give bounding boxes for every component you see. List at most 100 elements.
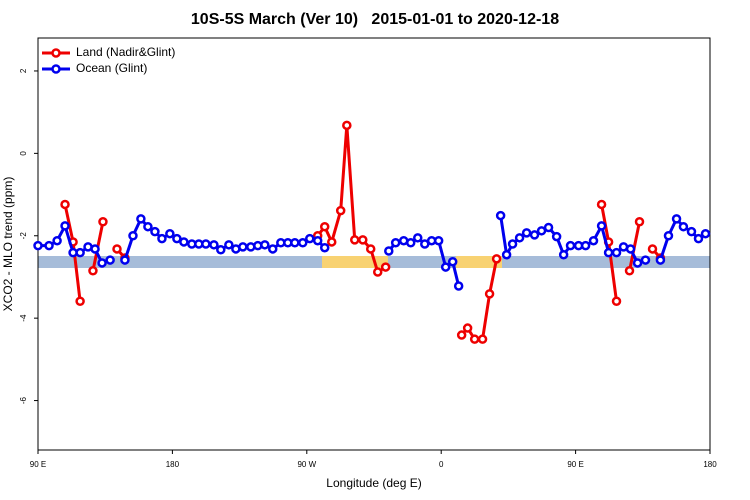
data-point (678, 221, 689, 232)
data-point (305, 233, 315, 244)
y-tick-label: -4 (19, 314, 28, 322)
data-point (462, 323, 473, 333)
data-point (349, 235, 360, 245)
data-point (529, 230, 540, 240)
x-tick-label: 180 (703, 460, 717, 469)
data-point (501, 249, 512, 260)
data-point (469, 334, 480, 344)
data-point (611, 247, 622, 258)
data-point (112, 244, 122, 254)
x-tick-label: 90 E (30, 460, 46, 469)
data-point (136, 214, 146, 224)
data-point (507, 239, 518, 249)
data-point (640, 255, 651, 265)
data-point (52, 235, 62, 246)
data-point (216, 245, 226, 255)
data-point (565, 240, 576, 251)
data-point (157, 233, 167, 244)
data-point (384, 246, 394, 256)
data-point (319, 242, 330, 253)
legend-label: Land (Nadir&Glint) (76, 45, 175, 59)
data-point (625, 244, 636, 254)
data-point (238, 242, 248, 252)
data-point (179, 237, 189, 247)
x-tick-label: 180 (166, 460, 180, 469)
y-tick-label: 2 (19, 68, 28, 73)
data-point (372, 267, 383, 277)
data-point (477, 334, 488, 344)
data-point (413, 233, 423, 243)
data-point (405, 238, 416, 248)
data-point (97, 258, 107, 268)
data-point (634, 217, 645, 227)
data-point (521, 228, 532, 238)
data-point (365, 244, 376, 254)
data-point (456, 330, 467, 340)
data-point (447, 256, 458, 267)
x-tick-label: 90 E (567, 460, 583, 469)
data-point (120, 255, 130, 265)
data-point (75, 247, 85, 258)
chart-title: 10S-5S March (Ver 10) 2015-01-01 to 2020… (191, 11, 559, 28)
y-tick-label: -2 (19, 232, 28, 240)
data-point (128, 231, 138, 241)
data-point (624, 266, 635, 276)
series-line (316, 125, 387, 275)
legend-marker (51, 64, 61, 74)
data-point (671, 214, 682, 224)
data-point (224, 240, 234, 250)
data-point (663, 231, 674, 241)
data-point (632, 258, 643, 268)
data-point (201, 239, 211, 249)
data-point (495, 210, 506, 221)
data-point (551, 231, 562, 242)
data-point (693, 233, 704, 244)
data-point (290, 238, 300, 248)
data-point (596, 221, 607, 231)
legend-marker (51, 48, 61, 58)
data-point (260, 240, 270, 250)
data-point (312, 235, 323, 246)
y-tick-label: 0 (19, 151, 28, 156)
data-point (88, 266, 98, 276)
x-tick-label: 0 (439, 460, 444, 469)
data-point (433, 235, 444, 246)
data-point (558, 249, 569, 260)
data-point (60, 221, 70, 231)
data-point (611, 296, 622, 307)
data-point (298, 238, 308, 248)
data-point (209, 240, 219, 250)
data-point (580, 240, 591, 251)
data-point (44, 240, 54, 251)
data-point (380, 262, 391, 272)
data-point (440, 262, 451, 272)
data-point (686, 226, 697, 237)
data-point (268, 244, 278, 254)
data-point (655, 255, 666, 265)
data-point (342, 120, 352, 131)
data-point (60, 199, 70, 210)
data-point (596, 199, 607, 210)
data-point (588, 235, 599, 246)
legend-label: Ocean (Glint) (76, 61, 147, 75)
data-point (33, 240, 43, 251)
data-point (390, 238, 401, 248)
data-point (150, 226, 160, 237)
data-point (543, 222, 554, 233)
data-point (484, 289, 495, 299)
y-tick-label: -6 (19, 396, 28, 404)
data-point (143, 221, 153, 232)
data-point (358, 235, 368, 245)
data-point (603, 247, 614, 258)
data-point (700, 228, 711, 239)
data-point (90, 244, 100, 254)
data-point (514, 233, 525, 243)
data-point (98, 217, 108, 227)
data-point (491, 254, 502, 264)
y-axis-label: XCO2 - MLO trend (ppm) (1, 177, 15, 312)
data-point (647, 244, 658, 254)
data-point (75, 296, 85, 307)
data-point (165, 228, 175, 239)
data-point (105, 255, 115, 265)
